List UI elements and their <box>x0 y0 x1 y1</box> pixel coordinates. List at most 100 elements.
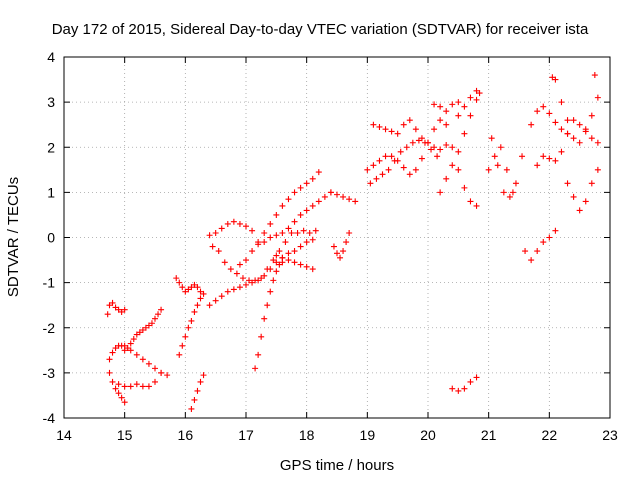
data-point <box>249 248 256 255</box>
data-point <box>206 232 213 239</box>
data-point <box>570 135 577 142</box>
data-point <box>534 162 541 169</box>
data-point <box>558 99 565 106</box>
y-tick-label: -4 <box>43 410 56 426</box>
data-point <box>309 175 316 182</box>
data-point <box>239 275 246 282</box>
data-point <box>370 121 377 128</box>
data-point <box>428 146 435 153</box>
data-point <box>367 180 374 187</box>
data-point <box>303 263 310 270</box>
data-point <box>418 155 425 162</box>
series-t22 <box>437 96 480 196</box>
data-point <box>291 248 298 255</box>
data-point <box>437 117 444 124</box>
data-point <box>467 112 474 119</box>
data-point <box>400 164 407 171</box>
data-point <box>315 169 322 176</box>
data-point <box>273 268 280 275</box>
data-point <box>188 317 195 324</box>
data-point <box>106 356 113 363</box>
data-point <box>382 126 389 133</box>
data-point <box>288 229 295 236</box>
series-t1 <box>106 306 165 363</box>
data-point <box>279 202 286 209</box>
y-axis-label: SDTVAR / TECUs <box>5 177 22 297</box>
data-point <box>152 315 158 322</box>
data-point <box>546 155 553 162</box>
data-point <box>473 374 480 381</box>
data-point <box>112 304 119 311</box>
series-outlier <box>591 72 598 79</box>
data-point <box>291 218 298 225</box>
data-point <box>230 218 237 225</box>
data-point <box>285 225 292 232</box>
data-point <box>522 248 529 255</box>
data-point <box>409 139 416 146</box>
data-point <box>276 248 283 255</box>
data-point <box>594 139 601 146</box>
data-point <box>127 347 134 354</box>
data-point <box>191 308 198 315</box>
data-point <box>285 196 292 203</box>
data-point <box>136 329 143 336</box>
data-point <box>249 227 256 234</box>
y-tick-label: 2 <box>47 139 55 155</box>
data-point <box>540 239 547 246</box>
y-tick-label: -1 <box>43 275 56 291</box>
data-point <box>191 281 198 288</box>
data-point <box>276 261 283 268</box>
data-point <box>249 279 256 286</box>
data-point <box>139 383 146 390</box>
data-point <box>303 207 310 214</box>
data-point <box>194 302 201 309</box>
series-t21 <box>431 101 480 209</box>
data-point <box>546 110 553 117</box>
series-t30 <box>549 74 571 124</box>
data-point <box>212 297 219 304</box>
data-points <box>104 72 601 412</box>
data-point <box>300 227 307 234</box>
grid <box>64 57 610 418</box>
chart-title: Day 172 of 2015, Sidereal Day-to-day VTE… <box>52 21 589 38</box>
data-point <box>267 234 274 241</box>
data-point <box>127 340 134 347</box>
data-point <box>118 394 125 401</box>
data-point <box>512 180 519 187</box>
data-point <box>261 239 268 246</box>
data-point <box>142 324 149 331</box>
data-point <box>594 94 601 101</box>
data-point <box>243 281 249 288</box>
series-t26 <box>488 135 526 200</box>
data-point <box>115 390 122 397</box>
data-point <box>215 248 222 255</box>
data-point <box>106 369 113 376</box>
data-point <box>443 121 450 128</box>
data-point <box>449 101 456 108</box>
data-point <box>233 270 240 277</box>
data-point <box>327 189 334 196</box>
data-point <box>303 180 310 187</box>
data-point <box>121 342 128 349</box>
data-point <box>224 220 231 227</box>
data-point <box>476 90 483 97</box>
x-tick-label: 15 <box>117 427 133 443</box>
data-point <box>194 387 201 394</box>
series-t29 <box>534 117 601 169</box>
data-point <box>197 288 204 295</box>
data-point <box>176 279 183 286</box>
data-point <box>270 277 277 284</box>
data-point <box>564 117 571 124</box>
data-point <box>246 277 253 284</box>
x-axis-label: GPS time / hours <box>280 457 394 474</box>
data-point <box>209 243 216 250</box>
data-point <box>370 162 377 169</box>
data-point <box>236 220 243 227</box>
data-point <box>528 257 535 264</box>
data-point <box>388 128 395 135</box>
data-point <box>152 365 158 372</box>
y-tick-label: 1 <box>47 184 55 200</box>
data-point <box>133 351 140 358</box>
data-point <box>264 302 271 309</box>
data-point <box>534 248 541 255</box>
